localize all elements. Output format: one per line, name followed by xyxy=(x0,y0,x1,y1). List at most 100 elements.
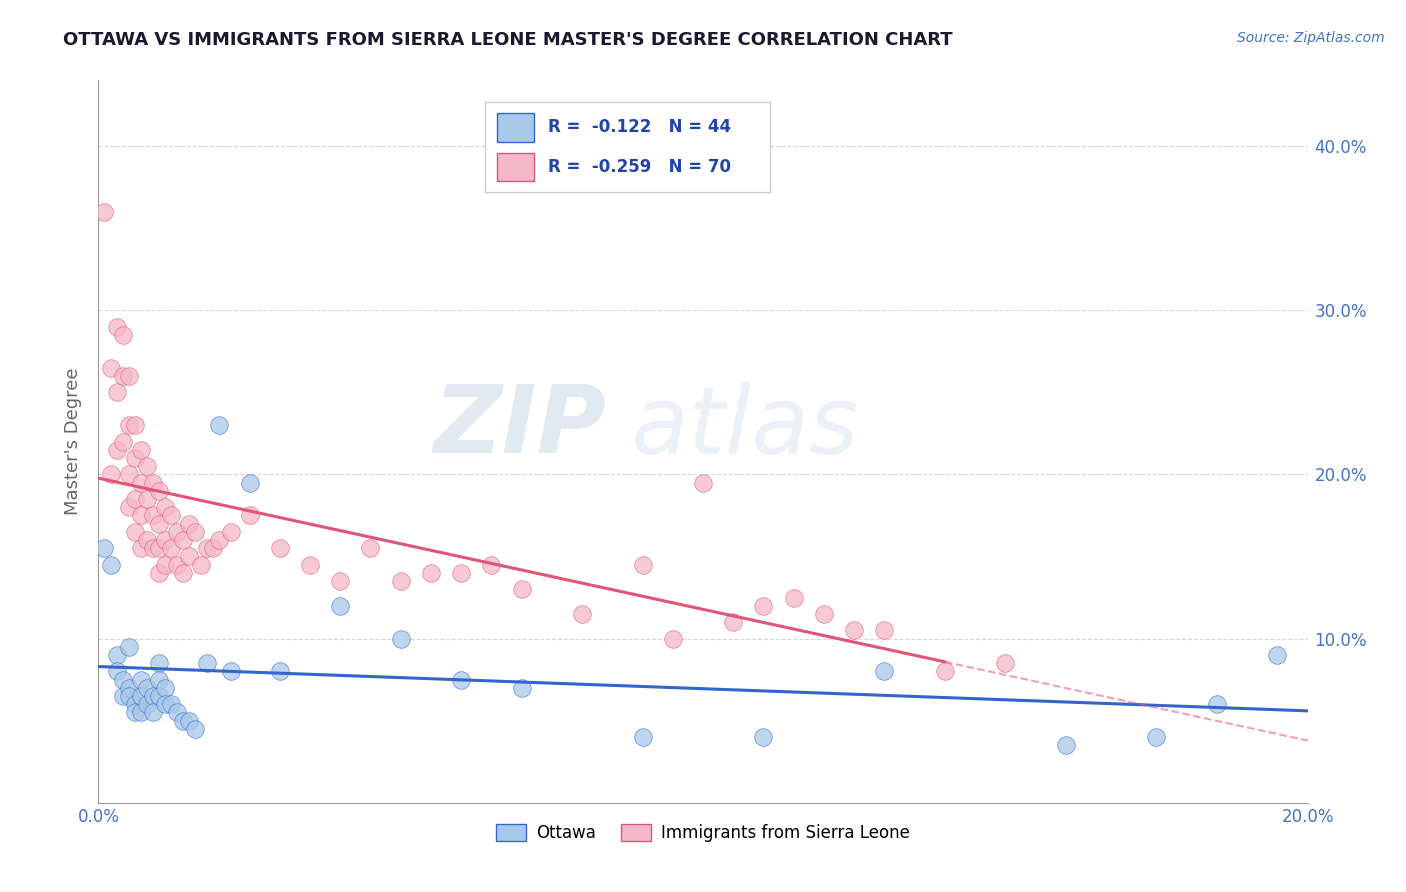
Point xyxy=(142,541,165,556)
Point xyxy=(142,508,165,523)
Point xyxy=(135,459,157,474)
Point xyxy=(208,533,231,547)
Point xyxy=(195,541,218,556)
Point xyxy=(100,467,122,482)
Point xyxy=(172,566,194,580)
Point xyxy=(450,566,472,580)
Point xyxy=(118,467,141,482)
Point xyxy=(118,689,141,703)
Point xyxy=(148,516,170,531)
Point xyxy=(329,574,352,588)
Point xyxy=(100,360,122,375)
Point xyxy=(420,566,443,580)
Point xyxy=(166,706,188,720)
Point xyxy=(93,204,115,219)
Point xyxy=(105,385,128,400)
Point xyxy=(124,450,146,465)
Point xyxy=(111,673,134,687)
Point xyxy=(153,558,176,572)
Point xyxy=(510,582,533,597)
Point xyxy=(166,524,188,539)
Point xyxy=(481,558,503,572)
Point xyxy=(153,698,176,712)
Point xyxy=(190,558,212,572)
Point xyxy=(360,541,382,556)
Point xyxy=(239,508,262,523)
Point xyxy=(172,533,194,547)
Point xyxy=(239,475,262,490)
Point xyxy=(389,574,412,588)
Point xyxy=(184,524,207,539)
Point xyxy=(160,508,183,523)
Point xyxy=(148,673,170,687)
Point xyxy=(221,665,243,679)
Point xyxy=(723,615,745,630)
Point xyxy=(160,541,183,556)
Point xyxy=(813,607,835,621)
Point xyxy=(299,558,322,572)
Text: ZIP: ZIP xyxy=(433,381,606,473)
Point xyxy=(1144,730,1167,744)
Point xyxy=(166,558,188,572)
Point xyxy=(118,368,141,383)
Text: atlas: atlas xyxy=(630,382,859,473)
Point xyxy=(124,698,146,712)
Point xyxy=(124,706,146,720)
Point xyxy=(179,516,201,531)
Point xyxy=(118,640,141,654)
Y-axis label: Master's Degree: Master's Degree xyxy=(65,368,83,516)
Point xyxy=(389,632,412,646)
Point xyxy=(752,730,775,744)
Point xyxy=(571,607,593,621)
Point xyxy=(184,722,207,736)
Point xyxy=(202,541,225,556)
Point xyxy=(631,730,654,744)
Point xyxy=(124,418,146,433)
Point xyxy=(329,599,352,613)
Point xyxy=(873,624,896,638)
Point xyxy=(129,442,152,457)
Point xyxy=(692,475,714,490)
Point xyxy=(783,591,806,605)
Point xyxy=(142,706,165,720)
Point xyxy=(124,491,146,506)
Point xyxy=(208,418,231,433)
Point xyxy=(172,714,194,728)
Point xyxy=(142,689,165,703)
Point xyxy=(269,665,291,679)
Point xyxy=(873,665,896,679)
Point xyxy=(105,319,128,334)
Point xyxy=(129,689,152,703)
Point xyxy=(148,689,170,703)
Point xyxy=(135,533,157,547)
Point xyxy=(129,706,152,720)
Point xyxy=(148,541,170,556)
Point xyxy=(118,681,141,695)
Point xyxy=(135,698,157,712)
Point xyxy=(631,558,654,572)
Point xyxy=(510,681,533,695)
Text: OTTAWA VS IMMIGRANTS FROM SIERRA LEONE MASTER'S DEGREE CORRELATION CHART: OTTAWA VS IMMIGRANTS FROM SIERRA LEONE M… xyxy=(63,31,953,49)
Point xyxy=(111,434,134,449)
Point xyxy=(160,698,183,712)
Point xyxy=(1206,698,1229,712)
Point xyxy=(934,665,956,679)
Point xyxy=(221,524,243,539)
Point xyxy=(93,541,115,556)
Point xyxy=(148,657,170,671)
Point xyxy=(450,673,472,687)
Point xyxy=(124,524,146,539)
Point xyxy=(994,657,1017,671)
Point xyxy=(179,549,201,564)
Point xyxy=(844,624,866,638)
Point xyxy=(661,632,683,646)
Point xyxy=(111,368,134,383)
Point xyxy=(269,541,291,556)
Point xyxy=(195,657,218,671)
Point xyxy=(153,533,176,547)
Point xyxy=(111,327,134,342)
Point xyxy=(135,491,157,506)
Point xyxy=(153,681,176,695)
Point xyxy=(105,665,128,679)
Point xyxy=(129,541,152,556)
